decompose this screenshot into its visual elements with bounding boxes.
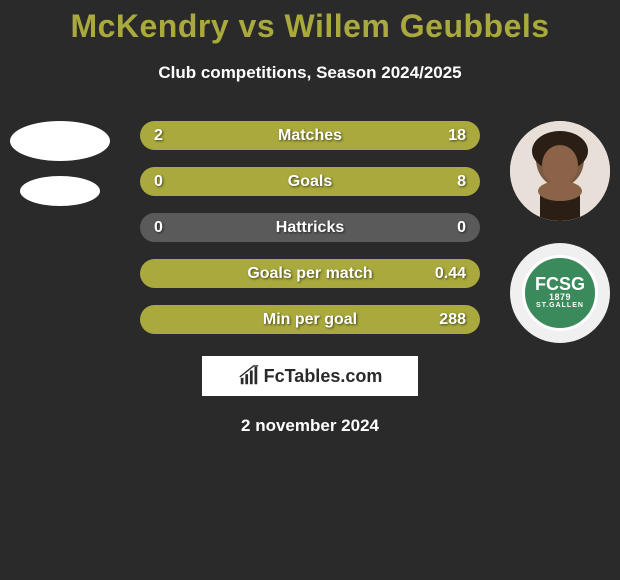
player-right-column: FCSG 1879 ST.GALLEN — [510, 121, 610, 343]
player-right-avatar — [510, 121, 610, 221]
date-line: 2 november 2024 — [0, 416, 620, 436]
stat-row: 0 Goals 8 — [140, 167, 480, 196]
stat-right-value: 8 — [457, 173, 466, 191]
stat-right-value: 0 — [457, 219, 466, 237]
stat-right-value: 18 — [448, 127, 466, 145]
stat-row: Goals per match 0.44 — [140, 259, 480, 288]
subtitle: Club competitions, Season 2024/2025 — [0, 63, 620, 83]
page-title: McKendry vs Willem Geubbels — [0, 0, 620, 45]
brand-text: FcTables.com — [264, 366, 383, 387]
stat-left-value: 2 — [154, 127, 163, 145]
stat-label: Min per goal — [263, 311, 357, 329]
club-badge-inner: FCSG 1879 ST.GALLEN — [522, 255, 598, 331]
stat-label: Goals — [288, 173, 332, 191]
bar-chart-icon — [238, 365, 260, 387]
stat-label: Goals per match — [247, 265, 372, 283]
stat-row: 2 Matches 18 — [140, 121, 480, 150]
stats-area: FCSG 1879 ST.GALLEN 2 Matches 18 0 Goals 8 0 Ha… — [0, 121, 620, 334]
club-badge-text-bottom: ST.GALLEN — [536, 302, 584, 310]
stat-right-value: 0.44 — [435, 265, 466, 283]
stat-left-value: 0 — [154, 219, 163, 237]
stat-label: Hattricks — [276, 219, 344, 237]
stat-row: Min per goal 288 — [140, 305, 480, 334]
comparison-infographic: McKendry vs Willem Geubbels Club competi… — [0, 0, 620, 580]
player-left-column — [10, 121, 110, 206]
player-left-avatar — [10, 121, 110, 161]
stat-right-value: 288 — [439, 311, 466, 329]
player-photo-icon — [510, 121, 610, 221]
player-left-club-placeholder — [20, 176, 100, 206]
club-badge-text-top: FCSG — [535, 275, 585, 293]
club-badge-year: 1879 — [549, 293, 571, 302]
stat-left-value: 0 — [154, 173, 163, 191]
player-right-club-badge: FCSG 1879 ST.GALLEN — [510, 243, 610, 343]
stat-label: Matches — [278, 127, 342, 145]
stat-bars: 2 Matches 18 0 Goals 8 0 Hattricks 0 Goals per ma… — [140, 121, 480, 334]
stat-row: 0 Hattricks 0 — [140, 213, 480, 242]
brand-box: FcTables.com — [202, 356, 418, 396]
